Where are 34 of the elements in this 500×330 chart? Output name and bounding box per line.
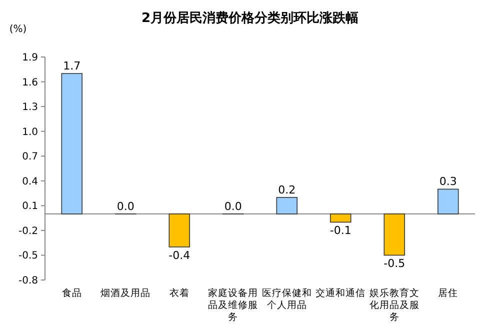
y-tick-label: -0.2 [18,226,38,237]
y-tick-label: 0.7 [22,152,38,163]
y-tick-label: -0.8 [18,276,38,286]
bar [61,73,82,214]
data-label: 0.0 [224,200,242,213]
y-tick-label: 1.3 [22,102,38,114]
data-label: 0.0 [116,200,134,213]
x-tick-label: 交通和通信 [316,287,366,299]
chart-title: 2月份居民消费价格分类别环比涨跌幅 [141,11,359,26]
x-tick-label: 烟酒及用品 [100,287,151,299]
y-tick-label: -0.5 [18,250,38,262]
bar [168,214,190,248]
bar [276,197,298,214]
data-label: -0.5 [384,257,406,270]
y-tick-label: 1.0 [22,126,38,138]
data-label: -0.4 [168,248,190,262]
bar [384,214,405,256]
data-label: 1.7 [63,60,81,73]
y-tick-label: 0.1 [22,201,38,212]
y-tick-label: 0.4 [22,176,38,188]
bar [438,188,459,214]
data-label: 0.2 [278,183,296,196]
x-tick-label: 衣着 [169,287,190,299]
x-tick-label: 娱乐教育文化用品及服务 [369,287,420,323]
y-tick-label: 1.9 [22,52,38,64]
x-tick-label: 家庭设备用品及维修服务 [208,287,258,323]
y-tick-label: 1.6 [22,77,38,88]
y-axis-title: (%) [9,24,27,35]
x-tick-label: 食品 [62,287,82,299]
bar [330,214,352,223]
x-tick-label: 医疗保健和个人用品 [262,287,312,311]
data-label: 0.3 [439,175,457,188]
data-label: -0.1 [330,224,352,238]
x-tick-label: 居住 [438,288,458,299]
